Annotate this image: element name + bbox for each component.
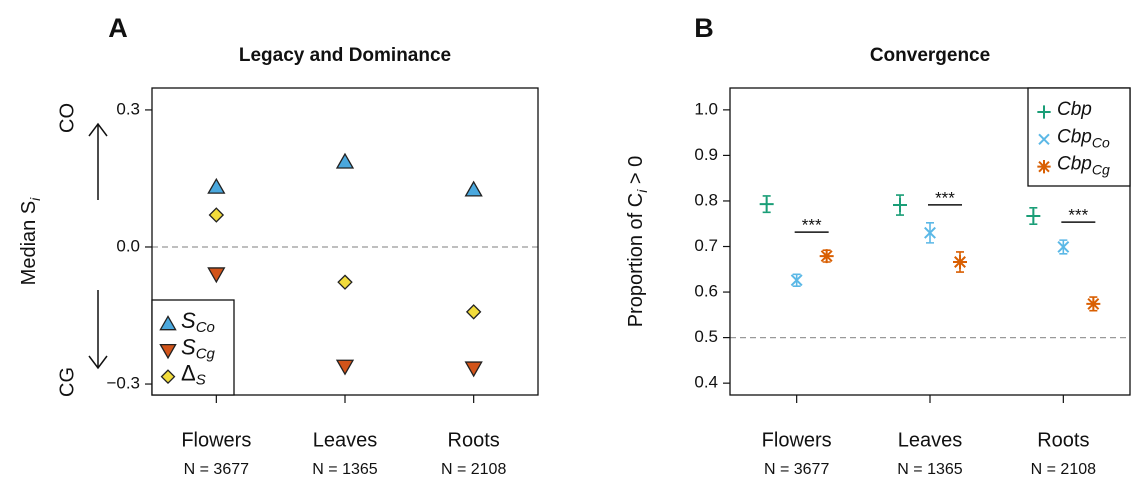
marker: [790, 274, 803, 287]
y-end-label: CO: [56, 103, 78, 133]
marker: [1037, 160, 1051, 174]
y-tick-label: −0.3: [106, 374, 140, 393]
marker: [207, 177, 226, 194]
marker: [160, 369, 176, 385]
panel-letter: A: [108, 13, 128, 43]
marker: [464, 180, 483, 197]
marker: [953, 254, 967, 269]
legend-label: CbpCg: [1057, 154, 1110, 178]
arrow: [88, 122, 108, 200]
legend-label-sub: Co: [196, 319, 215, 336]
legend-label-main: Δ: [181, 360, 196, 385]
marker: [208, 207, 225, 223]
legend-label-main: Cbp: [1057, 99, 1092, 120]
y-end-label: CG: [56, 367, 78, 397]
marker: [159, 343, 177, 360]
y-tick-label: 0.3: [116, 99, 140, 118]
marker: [464, 361, 483, 378]
chart-title: Legacy and Dominance: [239, 45, 451, 66]
x-tick-label: Leaves: [898, 429, 963, 451]
marker: [893, 198, 907, 213]
legend-label-sub: S: [196, 372, 206, 389]
y-axis-label: Proportion of Ci > 0: [625, 156, 649, 328]
x-tick-note: N = 3677: [764, 461, 829, 478]
y-axis-label-main: Median S: [18, 201, 40, 286]
significance-label: ***: [935, 188, 955, 207]
legend-label: SCg: [181, 334, 216, 362]
significance-label: ***: [1068, 206, 1088, 225]
x-tick-note: N = 1365: [312, 461, 377, 478]
marker: [1038, 133, 1050, 146]
marker: [924, 226, 936, 239]
y-tick-label: 0.9: [694, 145, 718, 164]
x-tick-label: Roots: [1037, 429, 1089, 451]
legend-label-sub: Cg: [1092, 161, 1110, 177]
marker: [1057, 241, 1070, 253]
x-tick-note: N = 2108: [1031, 461, 1096, 478]
panel-letter: B: [694, 13, 714, 43]
significance-label: ***: [802, 216, 822, 235]
marker: [207, 267, 226, 284]
y-axis-label-sub: i: [27, 197, 43, 201]
legend-label: ΔS: [181, 360, 206, 388]
marker: [1026, 208, 1041, 223]
legend-label-main: Cbp: [1057, 126, 1092, 147]
legend-label-sub: Co: [1092, 134, 1110, 150]
y-tick-label: 0.5: [694, 327, 718, 346]
legend-label: Cbp: [1057, 99, 1092, 120]
y-tick-label: 0.4: [694, 373, 718, 392]
x-tick-label: Flowers: [762, 429, 832, 451]
x-tick-label: Roots: [448, 429, 500, 451]
x-tick-note: N = 3677: [184, 461, 249, 478]
legend-label: SCo: [181, 308, 215, 336]
marker: [159, 315, 177, 331]
marker: [1037, 105, 1051, 119]
y-tick-label: 0.6: [694, 282, 718, 301]
x-tick-label: Flowers: [181, 429, 251, 451]
legend-label-sub: Cg: [196, 345, 216, 362]
marker: [335, 152, 355, 169]
legend-label-main: S: [181, 308, 196, 333]
x-tick-note: N = 1365: [897, 461, 962, 478]
y-tick-label: 1.0: [694, 99, 718, 118]
arrow: [88, 290, 108, 370]
y-tick-label: 0.7: [694, 236, 718, 255]
marker: [335, 359, 355, 376]
x-tick-label: Leaves: [313, 429, 378, 451]
y-axis-label: Median Si: [18, 197, 42, 286]
legend-label-main: Cbp: [1057, 154, 1092, 175]
marker: [465, 304, 482, 320]
y-tick-label: 0.0: [116, 236, 140, 255]
x-tick-note: N = 2108: [441, 461, 506, 478]
marker: [1086, 296, 1101, 311]
y-tick-label: 0.8: [694, 190, 718, 209]
marker: [337, 274, 353, 290]
y-axis-label-main: Proportion of C: [625, 193, 647, 328]
chart-title: Convergence: [870, 45, 990, 66]
y-axis-label-end: > 0: [625, 156, 647, 190]
marker: [759, 197, 774, 212]
y-axis-label-sub: i: [634, 189, 650, 193]
marker: [819, 249, 834, 264]
legend-label-main: S: [181, 334, 196, 359]
legend-label: CbpCo: [1057, 126, 1110, 150]
